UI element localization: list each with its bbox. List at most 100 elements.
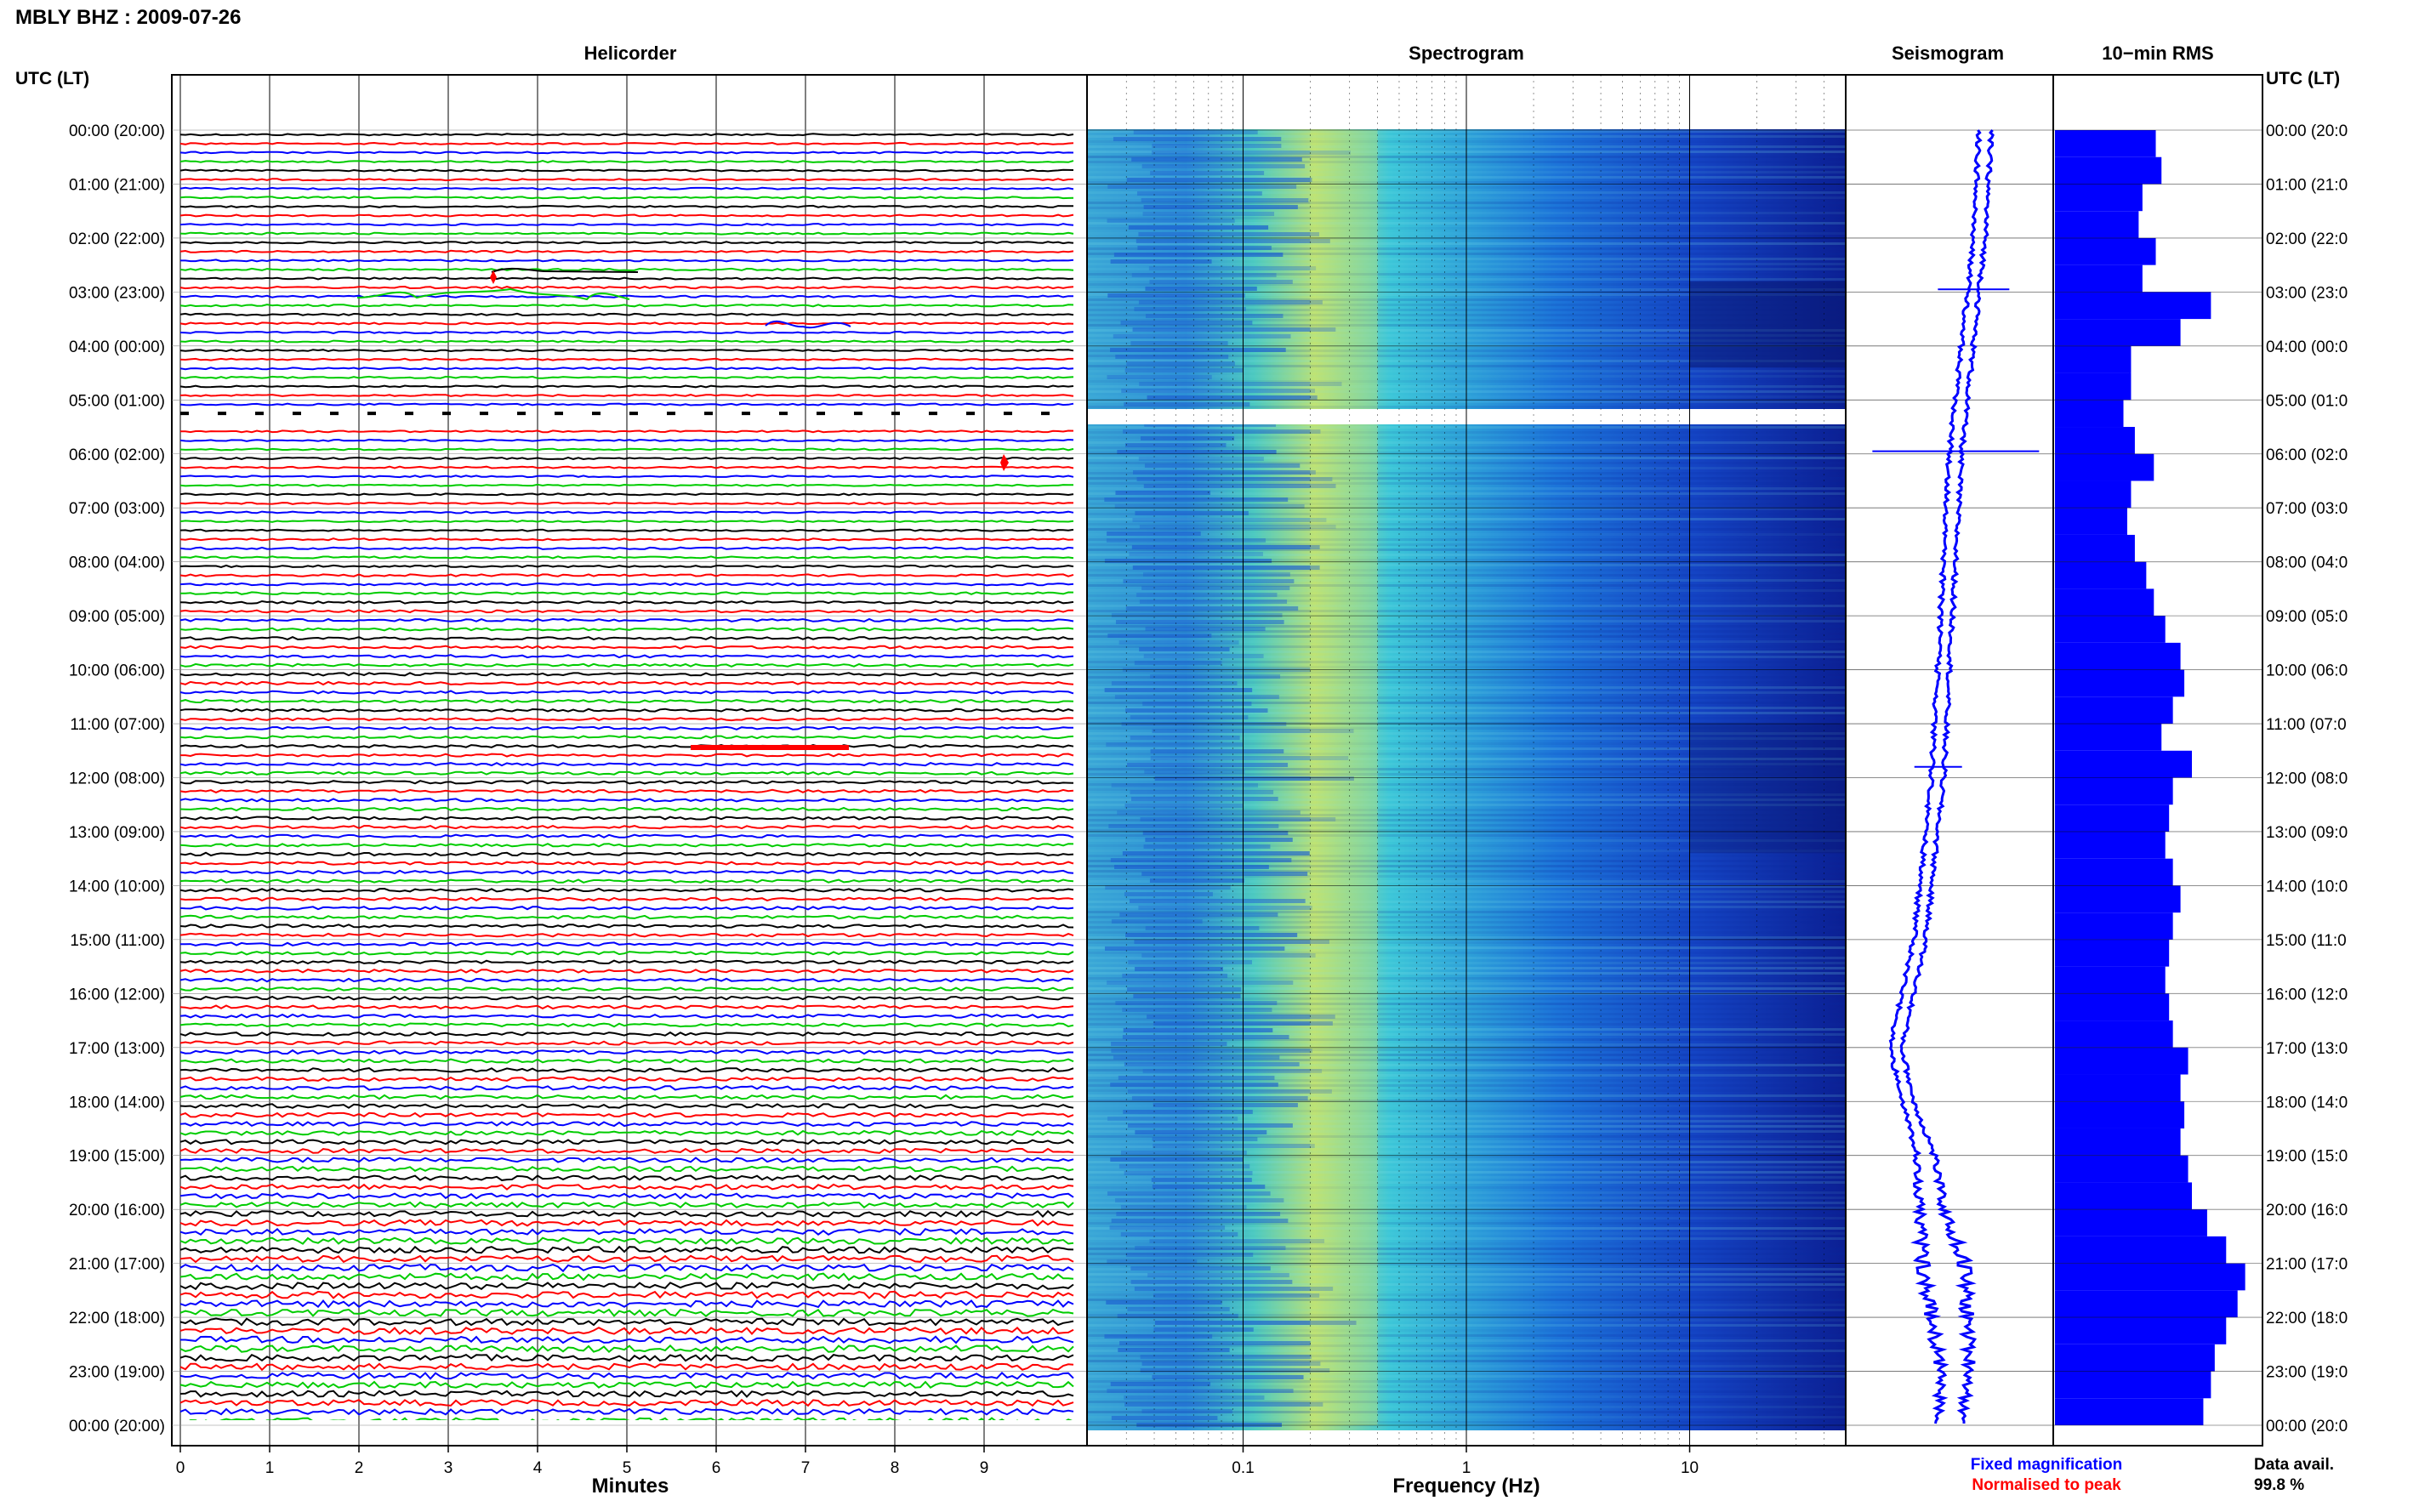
rms-bar [2055,345,2132,373]
spectrogram-low-band [1114,695,1279,699]
helicorder-trace [179,1398,1074,1407]
spectrogram-low-band [1134,1287,1334,1291]
helicorder-trace [179,1209,1074,1219]
helicorder-trace [179,1031,1074,1037]
helicorder-trace [179,914,1074,920]
chart-title: MBLY BHZ : 2009-07-26 [15,6,241,29]
helicorder-trace [179,394,1074,397]
rms-bar [2055,508,2127,535]
spectrogram-low-band [1135,1130,1267,1134]
spectrogram-low-band [1143,572,1290,577]
spectrogram-panel: 0.1 1 10 Frequency (Hz) [1086,74,1847,1498]
helicorder-trace [179,762,1074,767]
spectrogram-low-band [1107,531,1201,536]
spectrogram-low-band [1115,491,1211,495]
helicorder-trace [179,1317,1074,1327]
rms-bar [2055,372,2132,401]
spectrogram-low-band [1111,1049,1312,1053]
helicorder-trace [179,672,1074,677]
rms-bar [2055,588,2154,617]
helicorder-trace [179,986,1074,992]
rms-bar [2055,184,2143,212]
helicorder-trace [179,1066,1074,1073]
spectrogram-low-band [1136,477,1333,481]
spectrogram-low-band [1110,348,1286,352]
rms-bar [2055,858,2173,886]
helicorder-trace [179,304,1074,308]
spectrogram-title: Spectrogram [1409,43,1524,64]
minutes-axis-label: Minutes [592,1475,669,1498]
helicorder-trace [179,861,1074,866]
rms-bar [2055,1263,2245,1291]
legend-fixed-magnification: Fixed magnification [1971,1456,2122,1474]
rms-panel [2052,74,2263,1447]
helicorder-trace [179,788,1074,794]
rms-bar [2055,156,2162,185]
rms-bar [2055,1398,2204,1425]
helicorder-trace [179,1344,1074,1354]
spectrogram-low-band [1138,300,1323,304]
frequency-tick-label: 0.1 [1232,1459,1254,1477]
spectrogram-low-band [1124,402,1250,406]
time-label-right: 05:00 (01:0 [2266,392,2348,410]
spectrogram-low-band [1131,273,1277,277]
spectrogram-quiet-band [1689,281,1846,368]
rms-bar [2055,1074,2181,1102]
spectrogram-low-band [1140,1355,1312,1359]
event-marker [1000,454,1009,471]
spectrogram-low-band [1149,878,1244,883]
helicorder-trace [179,151,1074,155]
spectrogram-low-band [1127,763,1289,767]
rms-bar [2055,453,2154,481]
rms-bar [2055,1209,2207,1236]
spectrogram-low-band [1128,960,1252,964]
spectrogram-low-band [1134,307,1246,311]
time-label-left: 00:00 (20:00) [69,122,165,140]
spectrogram-low-band [1133,470,1316,475]
data-avail-label: Data avail. [2254,1456,2334,1474]
helicorder-trace [179,816,1074,821]
minute-tick-label: 7 [801,1459,811,1477]
rms-grid [2053,129,2262,1426]
spectrogram-low-band [1121,722,1287,726]
helicorder-trace [179,609,1073,614]
spectrogram-low-band [1104,497,1289,502]
spectrogram-low-band [1113,1055,1280,1060]
spectrogram-low-band [1111,613,1283,617]
spectrogram-low-band [1144,770,1245,774]
spectrogram-low-band [1141,586,1290,590]
spectrogram-low-band [1124,368,1244,372]
helicorder-trace [179,1353,1074,1362]
rms-bar [2055,1344,2215,1372]
spectrogram-low-band [1136,1423,1282,1427]
spectrogram-low-band [1131,1096,1308,1100]
helicorder-trace [179,887,1074,893]
helicorder-trace [179,267,1074,272]
rms-bar [2055,669,2185,697]
helicorder-trace [179,635,1073,641]
helicorder-trace [179,213,1074,218]
helicorder-trace [179,1371,1074,1380]
helicorder-trace [179,1139,1074,1145]
rms-bar [2055,1101,2185,1128]
time-label-right: 15:00 (11:0 [2266,932,2347,950]
spectrogram-low-band [1106,1300,1222,1305]
spectrogram-low-band [1118,1076,1275,1080]
time-label-right: 21:00 (17:0 [2266,1256,2348,1274]
helicorder-trace [179,1380,1074,1390]
spectrogram-low-band [1148,266,1317,270]
spectrogram-low-band [1110,858,1292,862]
helicorder-trace [179,806,1074,812]
spectrogram-low-band [1107,185,1297,189]
helicorder-trace [179,178,1073,182]
spectrogram-low-band [1110,1157,1244,1162]
spectrogram-low-band [1124,1171,1253,1175]
time-label-left: 13:00 (09:00) [69,824,165,842]
helicorder-trace [179,223,1074,227]
spectrogram-low-band [1124,804,1243,808]
spectrogram-low-band [1128,225,1269,230]
spectrogram-low-band [1143,205,1298,209]
helicorder-trace [179,690,1074,695]
helicorder-trace [179,1085,1074,1091]
